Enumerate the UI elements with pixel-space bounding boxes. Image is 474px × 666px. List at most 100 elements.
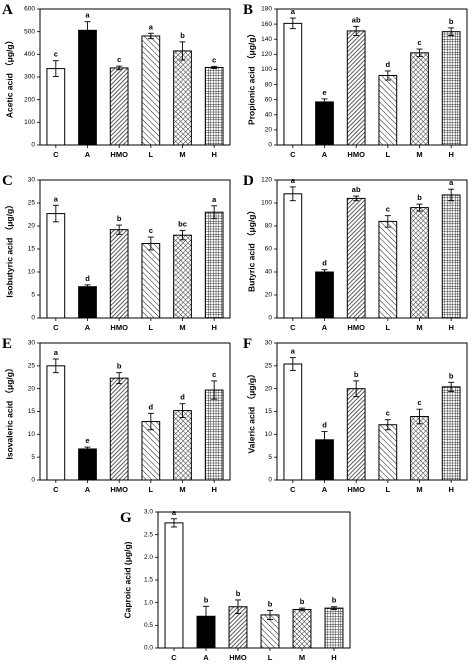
bar-m: [410, 52, 429, 146]
x-tick-label: A: [85, 150, 91, 159]
y-axis-title: Isobutyric acid （μg/g）: [4, 200, 14, 297]
panel-c: C Isobutyric acid （μg/g） 0 5 10 15 20 25 30 a Cd Ab…: [2, 173, 231, 332]
bar-m: [173, 234, 192, 319]
error-bar: [321, 98, 328, 106]
plot-frame: [39, 8, 231, 146]
significance-label: c: [386, 409, 390, 418]
bar-m: [410, 207, 429, 319]
x-tick-label: M: [416, 150, 422, 159]
x-tick-label: H: [448, 323, 453, 332]
bar-l: [378, 424, 398, 481]
y-tick-label: 0: [31, 142, 35, 149]
x-tick-label: L: [268, 653, 273, 662]
error-bar: [211, 65, 218, 70]
significance-label: b: [204, 595, 209, 604]
plot-frame: [39, 342, 231, 481]
significance-label: c: [212, 55, 216, 64]
x-tick-label: L: [149, 485, 154, 494]
error-bar: [147, 32, 154, 40]
significance-label: c: [54, 50, 58, 59]
y-tick-label: 100: [24, 119, 35, 126]
error-bar: [416, 203, 423, 212]
bar-h: [441, 194, 461, 319]
error-bar: [448, 381, 455, 392]
y-tick-label: 5: [31, 292, 35, 299]
y-tick-label: 0: [268, 315, 272, 322]
x-tick-label: M: [179, 323, 185, 332]
y-axis-title: Isovaleric acid （μg/g）: [4, 364, 14, 460]
x-tick-label: H: [211, 323, 216, 332]
panel-e: E Isovaleric acid （μg/g） 0 5 10 15 20 25 30 a Ce Ab…: [2, 336, 231, 494]
x-tick-label: H: [448, 150, 453, 159]
x-tick-label: H: [211, 485, 216, 494]
significance-label: b: [180, 31, 185, 40]
bar-l: [141, 421, 161, 481]
bar-m: [292, 608, 312, 649]
x-tick-label: C: [53, 485, 59, 494]
y-tick-label: 0: [31, 477, 35, 484]
error-bar: [289, 357, 296, 371]
significance-label: b: [449, 17, 454, 26]
y-tick-label: 5: [268, 454, 272, 461]
panel-g: G Caproic acid (μg/g) 0.0 0.5 1.0 1.5 2.0 2.5 3.…: [120, 508, 351, 662]
bar-h: [324, 607, 344, 649]
y-tick-label: 30: [28, 340, 36, 347]
y-axis-title: Propionic acid （μg/g）: [246, 29, 256, 125]
y-tick-label: 20: [28, 385, 36, 392]
y-tick-label: 25: [28, 363, 36, 370]
y-tick-label: 2.5: [144, 531, 153, 538]
error-bar: [384, 215, 391, 228]
x-tick-label: L: [386, 150, 391, 159]
bar-hmo: [109, 67, 129, 146]
significance-label: c: [417, 38, 421, 47]
y-tick-label: 0: [268, 477, 272, 484]
error-bar: [171, 518, 177, 528]
y-tick-label: 15: [28, 246, 36, 253]
error-bar: [331, 606, 337, 610]
significance-label: a: [291, 176, 296, 185]
x-tick-label: L: [149, 150, 154, 159]
y-tick-label: 2.0: [144, 554, 153, 561]
significance-label: a: [291, 347, 296, 356]
error-bar: [353, 380, 360, 397]
y-axis-title: Caproic acid (μg/g): [122, 541, 132, 618]
y-tick-label: 120: [261, 177, 272, 184]
bar-c: [46, 213, 66, 319]
y-tick-label: 20: [265, 127, 273, 134]
error-bar: [384, 419, 391, 431]
significance-label: bc: [178, 220, 187, 229]
significance-label: a: [54, 194, 59, 203]
y-tick-label: 120: [261, 51, 272, 58]
error-bar: [321, 431, 328, 449]
x-tick-label: M: [179, 150, 185, 159]
y-tick-label: 10: [265, 431, 273, 438]
significance-label: b: [332, 596, 337, 605]
significance-label: a: [291, 7, 296, 16]
significance-label: d: [322, 259, 327, 268]
y-tick-label: 400: [24, 51, 35, 58]
error-bar: [203, 605, 209, 627]
y-tick-label: 80: [265, 223, 273, 230]
y-tick-label: 20: [265, 292, 273, 299]
panel-b: B Propionic acid （μg/g） 0 20 40 60 80 100 120 140…: [243, 2, 468, 159]
y-tick-label: 200: [24, 96, 35, 103]
y-tick-label: 10: [28, 431, 36, 438]
plot-frame: [157, 511, 351, 649]
y-tick-label: 140: [261, 36, 272, 43]
x-tick-label: C: [53, 150, 59, 159]
x-tick-label: C: [290, 485, 296, 494]
bar-h: [441, 386, 461, 481]
x-tick-label: A: [322, 150, 328, 159]
x-tick-label: L: [386, 485, 391, 494]
y-tick-label: 80: [265, 81, 273, 88]
bar-c: [283, 363, 303, 481]
significance-label: a: [172, 508, 177, 517]
x-tick-label: HMO: [347, 323, 365, 332]
error-bar: [179, 41, 186, 61]
significance-label: c: [386, 205, 390, 214]
y-tick-label: 40: [265, 111, 273, 118]
y-tick-label: 0: [268, 142, 272, 149]
significance-label: b: [417, 193, 422, 202]
x-tick-label: HMO: [347, 485, 365, 494]
panel-letter: A: [2, 2, 13, 18]
